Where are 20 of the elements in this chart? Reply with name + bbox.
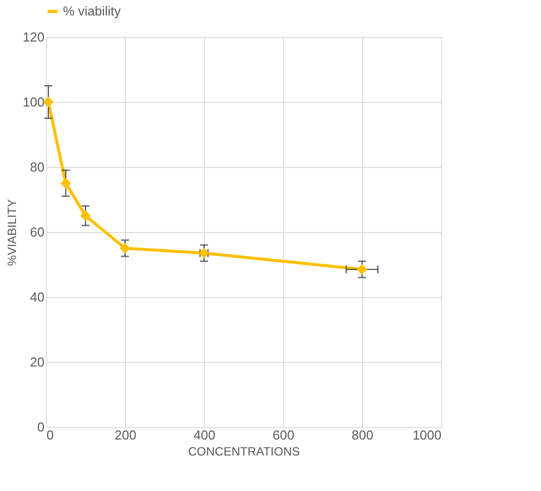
y-tick-label: 100	[22, 94, 44, 110]
point	[80, 210, 91, 221]
x-tick-label: 800	[352, 428, 374, 442]
point	[120, 243, 130, 254]
point	[60, 178, 71, 188]
point	[43, 96, 54, 108]
x-tick-label: 1000	[412, 428, 442, 442]
y-axis-title: %VIABILITY	[4, 199, 19, 266]
point	[356, 264, 368, 275]
x-tick-label: 200	[114, 428, 136, 442]
x-tick-label: 400	[194, 428, 216, 442]
y-tick-label: 60	[30, 224, 44, 240]
x-axis-title: CONCENTRATIONS	[188, 444, 300, 458]
legend-label: % viability	[63, 4, 122, 18]
x-tick-label: 600	[272, 428, 294, 442]
y-tick-label: 40	[30, 290, 44, 304]
y-tick-label: 120	[22, 30, 44, 44]
y-tick-label: 20	[30, 354, 44, 370]
x-tick-label: 0	[46, 428, 54, 442]
y-tick-label: 80	[30, 160, 44, 174]
